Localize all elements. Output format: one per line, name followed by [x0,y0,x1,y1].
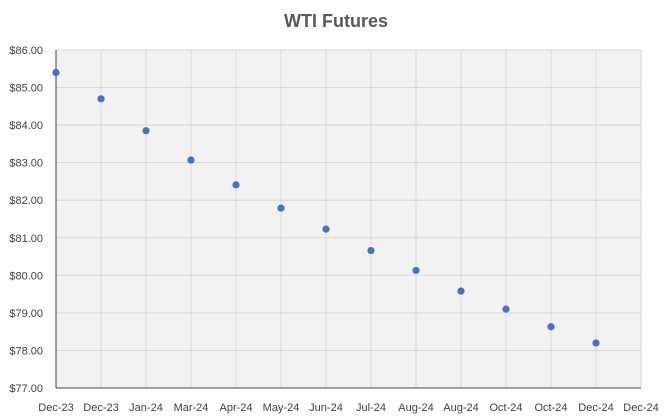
data-point [457,287,465,295]
plot-area [56,50,641,388]
y-tick-label: $85.00 [9,83,43,95]
data-point [367,246,375,255]
data-point [52,68,60,77]
x-tick-label: Dec-24 [578,402,613,414]
data-point [232,181,240,189]
data-point [322,225,330,233]
y-tick-labels: $77.00 $78.00 $79.00 $80.00 $81.00 $82.00 $83.… [9,45,43,395]
x-tick-label: Aug-24 [443,402,478,414]
x-tick-label: Oct-24 [489,402,522,414]
y-tick-label: $79.00 [9,308,43,320]
x-tick-label: May-24 [263,402,300,414]
y-tick-label: $81.00 [9,233,43,245]
x-tick-label: Aug-24 [398,402,433,414]
data-point [502,305,510,313]
y-tick-label: $80.00 [9,270,43,282]
data-point [412,266,420,275]
x-tick-label: Apr-24 [219,402,252,414]
y-tick-label: $86.00 [9,45,43,57]
y-tick-label: $77.00 [9,383,43,395]
x-tick-label: Dec-23 [83,402,118,414]
data-points [52,68,600,347]
data-point [592,339,600,347]
data-point [277,204,285,212]
y-tick-label: $78.00 [9,345,43,357]
x-tick-label: Jun-24 [309,402,343,414]
data-point [187,156,195,164]
x-tick-labels: Dec-23 Dec-23 Jan-24 Mar-24 Apr-24 May-24 Jun-… [38,402,658,414]
x-tick-label: Oct-24 [534,402,567,414]
y-tick-label: $84.00 [9,120,43,132]
x-tick-label: Dec-24 [623,402,658,414]
y-tick-label: $82.00 [9,195,43,207]
x-tick-label: Jan-24 [129,402,163,414]
data-point [547,323,555,331]
data-point [97,95,105,103]
chart-title: WTI Futures [284,11,388,31]
x-tick-label: Dec-23 [38,402,73,414]
y-tick-label: $83.00 [9,158,43,170]
y-gridlines [56,49,641,351]
x-tick-label: Jul-24 [356,402,386,414]
x-tick-label: Mar-24 [174,402,209,414]
data-point [142,127,150,135]
x-gridlines [100,50,642,388]
